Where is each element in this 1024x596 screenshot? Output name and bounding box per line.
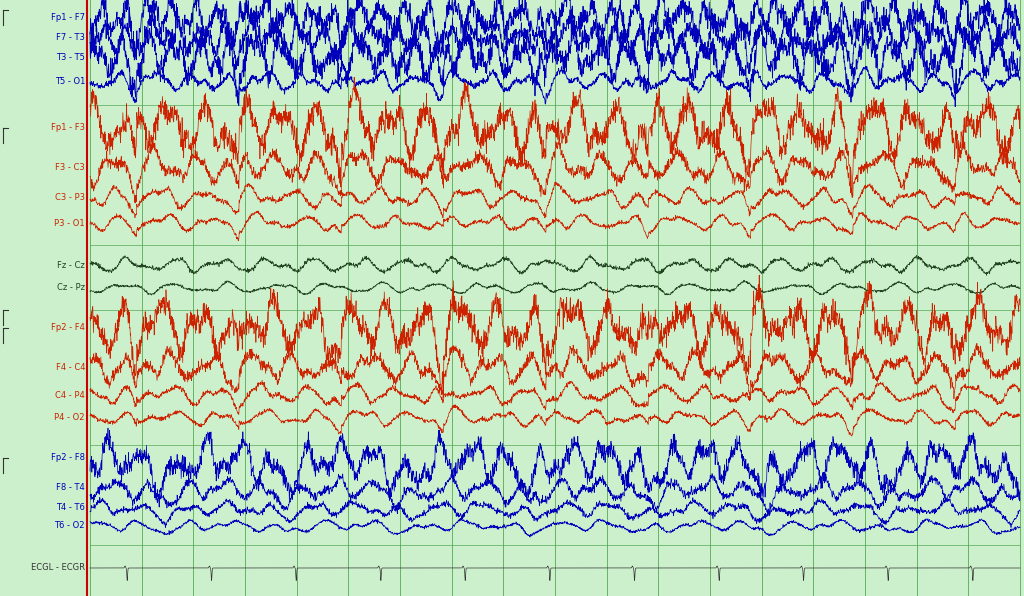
Text: F7 - T3: F7 - T3: [56, 33, 85, 42]
Text: T3 - T5: T3 - T5: [56, 54, 85, 63]
Text: P3 - O1: P3 - O1: [54, 219, 85, 228]
Text: P4 - O2: P4 - O2: [54, 414, 85, 423]
Text: Cz - Pz: Cz - Pz: [57, 284, 85, 293]
Text: C4 - P4: C4 - P4: [55, 390, 85, 399]
Text: T4 - T6: T4 - T6: [56, 504, 85, 513]
Text: F8 - T4: F8 - T4: [56, 483, 85, 492]
Text: F3 - C3: F3 - C3: [55, 163, 85, 172]
Text: T5 - O1: T5 - O1: [54, 77, 85, 86]
Text: Fp1 - F7: Fp1 - F7: [51, 14, 85, 23]
Text: F4 - C4: F4 - C4: [55, 364, 85, 372]
Text: T6 - O2: T6 - O2: [54, 520, 85, 529]
Text: C3 - P3: C3 - P3: [55, 194, 85, 203]
Text: ECGL - ECGR: ECGL - ECGR: [31, 563, 85, 573]
Text: Fp2 - F4: Fp2 - F4: [51, 324, 85, 333]
Text: Fz - Cz: Fz - Cz: [57, 260, 85, 269]
Text: Fp2 - F8: Fp2 - F8: [51, 454, 85, 462]
Text: Fp1 - F3: Fp1 - F3: [51, 123, 85, 132]
